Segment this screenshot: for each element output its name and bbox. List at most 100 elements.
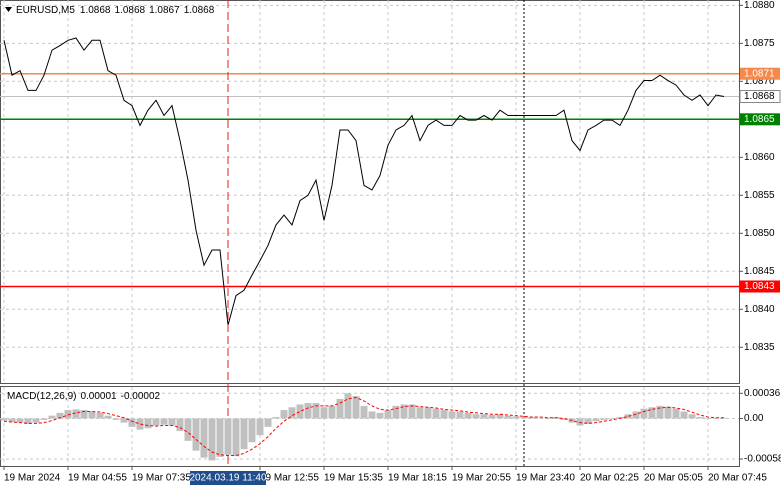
macd-bar — [224, 418, 232, 455]
y-tick-label: 1.0880 — [744, 0, 775, 11]
y-tick-label: 1.0860 — [744, 152, 775, 163]
x-tick-label: 20 Mar 05:05 — [644, 473, 703, 484]
y-tick-label: 1.0855 — [744, 190, 775, 201]
macd-bar — [176, 418, 184, 432]
x-tick-label: 19 Mar 18:15 — [388, 473, 447, 484]
x-tick-label: 19 Mar 07:35 — [132, 473, 191, 484]
macd-bar — [88, 411, 96, 419]
macd-bar — [432, 408, 440, 419]
level-label: 1.0865 — [744, 114, 775, 125]
x-tick-label: 20 Mar 07:45 — [708, 473, 767, 484]
level-label-box — [740, 280, 780, 293]
macd-bar — [328, 405, 336, 419]
macd-bar — [40, 418, 48, 420]
macd-bar — [0, 418, 8, 421]
y-tick-label: 1.0850 — [744, 228, 775, 239]
macd-bar — [232, 418, 240, 457]
macd-bar — [672, 408, 680, 419]
macd-bar — [384, 410, 392, 419]
macd-bar — [48, 415, 56, 419]
macd-bar — [256, 418, 264, 436]
macd-bar — [120, 418, 128, 423]
macd-bar — [392, 405, 400, 419]
macd-bar — [408, 404, 416, 419]
macd-bar — [288, 407, 296, 419]
current-price-box — [739, 90, 781, 104]
x-tick-label: 19 Mar 12:55 — [260, 473, 319, 484]
macd-bar — [144, 418, 152, 429]
macd-bar — [600, 418, 608, 420]
crosshair-label: 2024.03.19 11:40 — [189, 473, 267, 484]
macd-bar — [448, 411, 456, 419]
macd-bar — [80, 410, 88, 419]
macd-bar — [240, 418, 248, 450]
macd-bar — [72, 409, 80, 419]
macd-bar — [168, 418, 176, 426]
x-tick-label: 19 Mar 04:55 — [68, 473, 127, 484]
price-panel-border — [0, 0, 740, 384]
macd-bar — [344, 393, 352, 419]
macd-bar — [720, 417, 728, 419]
macd-bar — [272, 417, 280, 419]
macd-bar — [216, 418, 224, 457]
macd-bar — [248, 418, 256, 443]
x-tick-label: 20 Mar 02:25 — [580, 473, 639, 484]
x-tick-label: 19 Mar 20:55 — [452, 473, 511, 484]
current-price-label: 1.0868 — [744, 91, 775, 102]
y-tick-label: 1.0870 — [744, 76, 775, 87]
high: 1.0868 — [115, 5, 146, 16]
macd-bar — [456, 411, 464, 419]
macd-bar — [264, 418, 272, 427]
level-label-box — [740, 113, 780, 126]
low: 1.0867 — [149, 5, 180, 16]
macd-bar — [352, 396, 360, 419]
macd-bar — [96, 412, 104, 419]
macd-bar — [400, 404, 408, 419]
signal-reading: -0.00002 — [121, 391, 161, 402]
macd-bar — [280, 410, 288, 419]
crosshair-label-box — [190, 471, 266, 485]
macd-bar — [296, 404, 304, 419]
level-label: 1.0843 — [744, 281, 775, 292]
level-label: 1.0871 — [744, 68, 775, 79]
macd-bar — [136, 418, 144, 430]
y-tick-label: 1.0845 — [744, 266, 775, 277]
macd-title: MACD(12,26,9) — [7, 391, 76, 402]
macd-bar — [584, 418, 592, 425]
macd-bar — [64, 410, 72, 419]
macd-bar — [536, 417, 544, 419]
x-tick-label: 19 Mar 15:35 — [324, 473, 383, 484]
macd-bar — [592, 418, 600, 422]
y-tick-label: 1.0840 — [744, 304, 775, 315]
macd-header: MACD(12,26,9) 0.00001 -0.00002 — [7, 391, 161, 402]
macd-bar — [544, 417, 552, 419]
macd-bar — [200, 418, 208, 458]
macd-bar — [32, 418, 40, 423]
dropdown-icon — [5, 7, 12, 12]
macd-bar — [128, 418, 136, 427]
macd-bar — [480, 414, 488, 419]
symbol: EURUSD,M5 — [16, 5, 75, 16]
price-header: EURUSD,M5 1.0868 1.0868 1.0867 1.0868 — [16, 5, 215, 16]
macd-bar — [624, 414, 632, 419]
macd-bar — [504, 415, 512, 419]
macd-bar — [320, 407, 328, 419]
macd-bar — [208, 418, 216, 461]
macd-bar — [368, 411, 376, 419]
macd-bar — [576, 418, 584, 426]
macd-reading: 0.00001 — [80, 391, 117, 402]
macd-bar — [472, 414, 480, 419]
y-tick-label: 0.00036 — [744, 388, 781, 399]
macd-bar — [16, 418, 24, 423]
macd-bar — [560, 418, 568, 420]
y-tick-label: 0.00 — [744, 413, 764, 424]
macd-bar — [520, 417, 528, 419]
macd-bar — [616, 417, 624, 419]
macd-bar — [696, 417, 704, 419]
macd-bar — [688, 414, 696, 419]
close: 1.0868 — [184, 5, 215, 16]
macd-bar — [192, 418, 200, 451]
macd-panel-border — [0, 386, 740, 467]
y-tick-label: -0.00058 — [744, 454, 781, 465]
